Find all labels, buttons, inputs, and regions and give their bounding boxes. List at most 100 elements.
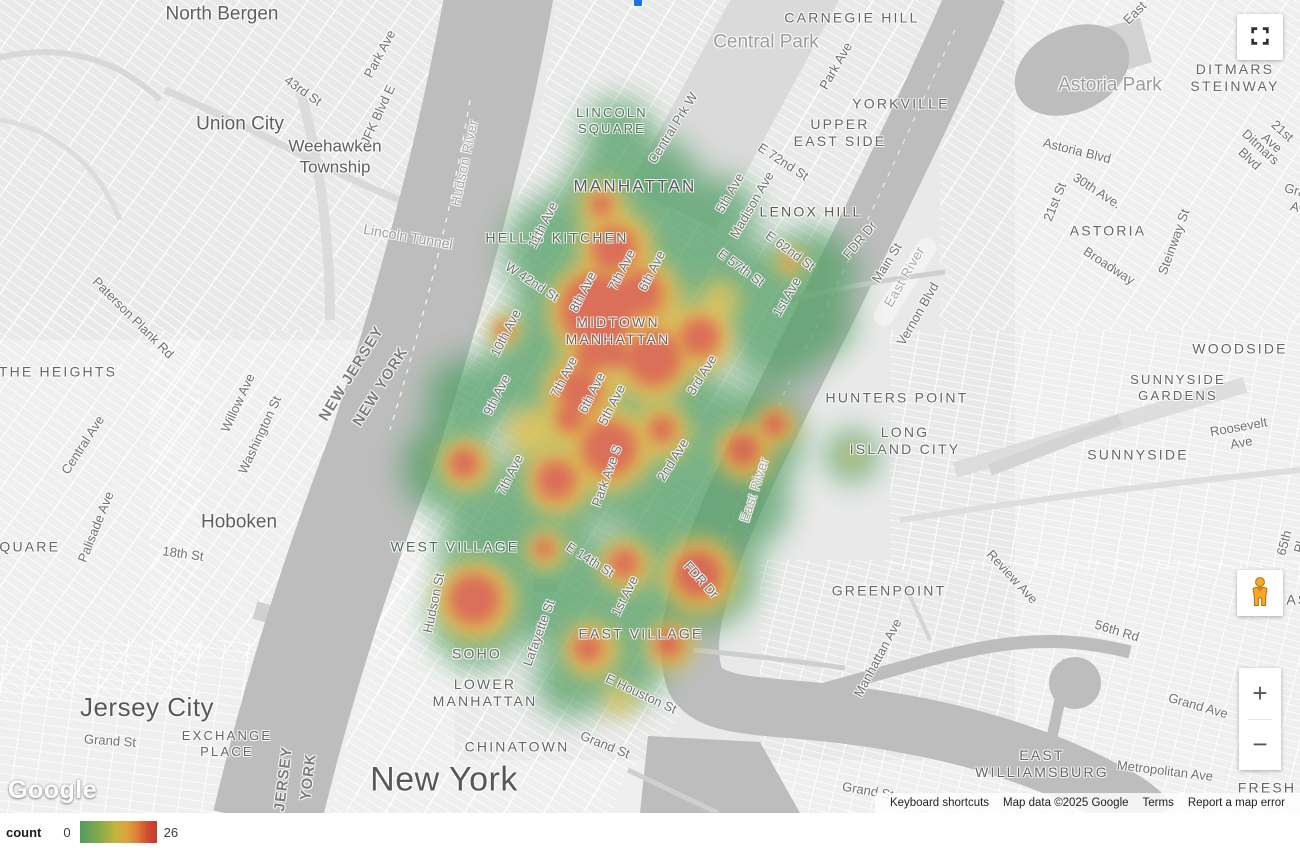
heatmap-legend: count 0 26 bbox=[0, 813, 1300, 851]
legend-label: count bbox=[6, 824, 42, 840]
map-label: W 42nd St bbox=[502, 258, 562, 305]
map-label: WOODSIDE bbox=[1192, 340, 1288, 357]
map-label: 1st Ave bbox=[608, 573, 641, 619]
map-label: 21st St bbox=[1040, 180, 1070, 224]
map-label: SUNNYSIDE bbox=[1087, 446, 1189, 463]
map-label: Astoria Park bbox=[1058, 74, 1162, 96]
map-label: Main St bbox=[868, 240, 905, 286]
map-label: Willow Ave bbox=[217, 371, 258, 435]
map-label: Washington St bbox=[235, 393, 285, 477]
map-label: E 62nd St bbox=[762, 227, 818, 274]
map-label: East River bbox=[881, 243, 928, 310]
map-label: 3rd Ave bbox=[683, 352, 720, 398]
map-label: Manhattan Ave bbox=[850, 616, 905, 700]
map-label: Union City bbox=[196, 113, 284, 135]
attribution-bar: Keyboard shortcuts Map data ©2025 Google T… bbox=[874, 793, 1300, 813]
map-label: Lafayette St bbox=[519, 597, 558, 669]
map-label: Hudson River bbox=[447, 118, 481, 208]
map-label: Astoria Blvd bbox=[1041, 134, 1113, 167]
map-label: EAST VILLAGE bbox=[578, 625, 704, 642]
map-label: JFK Blvd E bbox=[357, 82, 398, 148]
map-label: 30th Ave. bbox=[1070, 169, 1124, 212]
google-logo[interactable]: Google bbox=[8, 776, 98, 804]
map-label: HELL'S KITCHEN bbox=[485, 229, 629, 246]
map-label: Weehawken Township bbox=[288, 136, 382, 176]
map-label: FDR Dr bbox=[839, 218, 880, 262]
map-label: 18th St bbox=[161, 543, 205, 564]
map-label: 56th Rd bbox=[1093, 616, 1142, 645]
map-label: New York bbox=[370, 760, 518, 799]
attribution-link[interactable]: Keyboard shortcuts bbox=[889, 797, 990, 809]
map-label: Broadway bbox=[1080, 243, 1138, 288]
basemap-tiles bbox=[0, 0, 1300, 813]
pegman-button[interactable] bbox=[1237, 570, 1283, 616]
map-label: SUNNYSIDE GARDENS bbox=[1130, 372, 1226, 403]
map-label: Park Ave S bbox=[588, 443, 625, 509]
map-label: 1st Ave bbox=[769, 274, 804, 319]
map-label: North Bergen bbox=[165, 3, 279, 25]
fullscreen-icon bbox=[1249, 25, 1271, 50]
map-label: ASTORIA bbox=[1069, 222, 1147, 239]
map-label: E 14th St bbox=[563, 539, 617, 581]
map-canvas[interactable]: North Bergen Union City Weehawken Township… bbox=[0, 0, 1300, 813]
map-label: 7th Ave bbox=[547, 354, 581, 400]
map-label: Central Park bbox=[713, 31, 819, 53]
map-label: CHINATOWN bbox=[464, 738, 570, 755]
map-label: SOHO bbox=[451, 645, 503, 662]
legend-min-value: 0 bbox=[63, 824, 71, 840]
map-label: MANHATTAN bbox=[573, 176, 697, 196]
pegman-icon bbox=[1249, 576, 1271, 610]
map-label: 6th Ave bbox=[575, 370, 609, 416]
map-label: GREENPOINT bbox=[831, 582, 947, 599]
map-label: 6th Ave bbox=[635, 248, 669, 294]
map-label: UPPER EAST SIDE bbox=[793, 115, 887, 149]
map-label: Roosevelt Ave bbox=[1208, 414, 1269, 452]
transit-station-icon[interactable] bbox=[633, 0, 643, 7]
map-label: Hudson St bbox=[419, 571, 448, 635]
attribution-link[interactable]: Report a map error bbox=[1187, 797, 1285, 809]
map-label: Jersey City bbox=[79, 692, 215, 723]
map-label: EXCHANGE PLACE bbox=[181, 728, 273, 759]
legend-gradient bbox=[79, 821, 157, 843]
map-label: LOWER MANHATTAN bbox=[432, 675, 538, 709]
map-label: Metropolitan Ave bbox=[1116, 757, 1214, 784]
fullscreen-button[interactable] bbox=[1237, 14, 1283, 60]
map-label: Hoboken bbox=[200, 511, 278, 533]
map-label: LINCOLN SQUARE bbox=[576, 105, 648, 136]
map-label: Central Prk W bbox=[644, 89, 701, 167]
map-label: 2nd Ave bbox=[653, 435, 692, 484]
zoom-divider bbox=[1248, 718, 1272, 720]
map-label: Central Ave bbox=[58, 412, 108, 477]
map-label: Review Ave bbox=[983, 546, 1041, 607]
map-label: 21st Ave bbox=[1258, 116, 1297, 156]
map-label: Grand St bbox=[578, 727, 633, 762]
zoom-control: + − bbox=[1239, 668, 1281, 770]
map-label: 5th Ave bbox=[595, 382, 629, 428]
map-label: 7th Ave bbox=[493, 452, 527, 498]
zoom-out-button[interactable]: − bbox=[1239, 719, 1281, 770]
map-label: 43rd St bbox=[281, 72, 325, 109]
map-label: NEW JERSEY bbox=[315, 323, 388, 425]
map-label: Park Ave bbox=[816, 39, 856, 92]
legend-max-value: 26 bbox=[163, 824, 179, 840]
map-label: YORK bbox=[297, 752, 320, 802]
map-label: 5th Ave bbox=[712, 170, 747, 216]
zoom-in-button[interactable]: + bbox=[1239, 668, 1281, 719]
map-label: EAST WILLIAMSBURG bbox=[975, 746, 1109, 780]
map-label: Palisade Ave bbox=[74, 489, 117, 565]
map-label: NEW YORK bbox=[349, 343, 412, 430]
attribution-link[interactable]: Terms bbox=[1142, 797, 1174, 809]
attribution-text: Map data ©2025 Google bbox=[1003, 797, 1129, 809]
map-label: E Houston St bbox=[603, 670, 680, 717]
map-label: LONG ISLAND CITY bbox=[849, 423, 961, 457]
map-label: Paterson Plank Rd bbox=[89, 274, 177, 362]
map-label: E 72nd St bbox=[755, 139, 812, 184]
map-label: WEST VILLAGE bbox=[390, 538, 520, 555]
map-label: Steinway St bbox=[1154, 207, 1193, 277]
map-label: Vernon Blvd bbox=[893, 279, 942, 348]
map-label: Grand St bbox=[83, 731, 137, 750]
map-label: YORKVILLE bbox=[852, 95, 950, 112]
heatmap-overlay bbox=[401, 99, 878, 718]
map-label: East bbox=[1120, 0, 1150, 28]
